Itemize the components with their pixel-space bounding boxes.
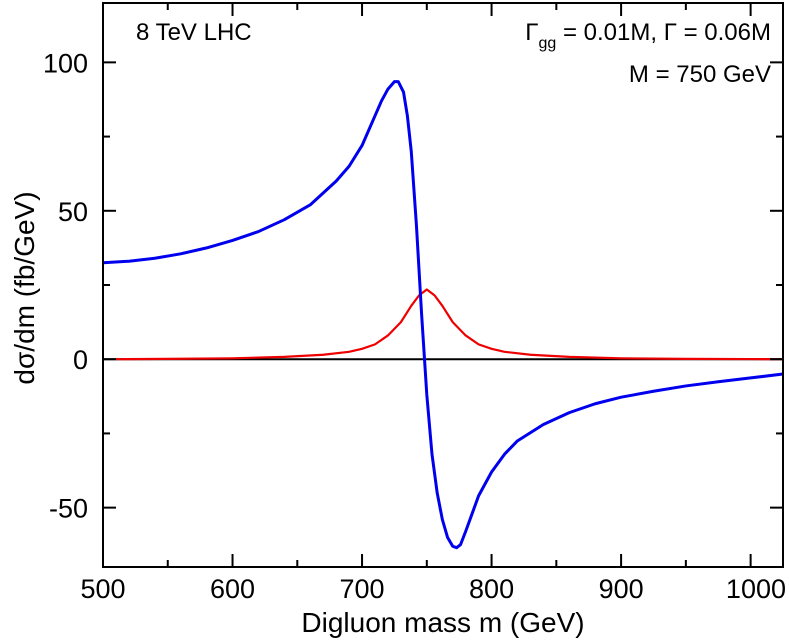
y-tick-label: 50 bbox=[58, 197, 88, 227]
y-axis-title: dσ/dm (fb/GeV) bbox=[9, 191, 40, 384]
x-axis-title: Digluon mass m (GeV) bbox=[301, 607, 584, 638]
y-tick-label: 0 bbox=[73, 345, 88, 375]
x-tick-label: 700 bbox=[340, 574, 385, 604]
plot-content bbox=[102, 80, 784, 550]
gamma-value: = 0.06M bbox=[677, 19, 771, 46]
x-tick-label: 500 bbox=[80, 574, 125, 604]
gamma-gg-subscript: gg bbox=[539, 35, 557, 52]
axis-ticks bbox=[102, 3, 783, 567]
x-tick-label: 900 bbox=[599, 574, 644, 604]
series-line-interference bbox=[102, 80, 784, 550]
mass-label: M = 750 GeV bbox=[629, 61, 771, 88]
y-tick-label: -50 bbox=[49, 494, 88, 524]
gamma-gg-value: = 0.01M, bbox=[556, 19, 657, 46]
y-tick-label: 100 bbox=[43, 48, 88, 78]
series-line-resonance bbox=[115, 288, 784, 361]
plot-frame bbox=[102, 2, 784, 568]
width-annotation: Γgg = 0.01M, Γ = 0.06M bbox=[525, 19, 771, 52]
annotation-gap bbox=[657, 19, 664, 46]
gamma-symbol: Γ bbox=[664, 19, 677, 46]
x-tick-label: 800 bbox=[469, 574, 514, 604]
collider-label: 8 TeV LHC bbox=[136, 19, 252, 46]
x-tick-label: 600 bbox=[210, 574, 255, 604]
gamma-gg-symbol: Γ bbox=[525, 19, 538, 46]
tick-labels: 500 600 700 800 900 1000 -50 0 50 100 bbox=[43, 48, 786, 604]
x-tick-label: 1000 bbox=[726, 574, 786, 604]
